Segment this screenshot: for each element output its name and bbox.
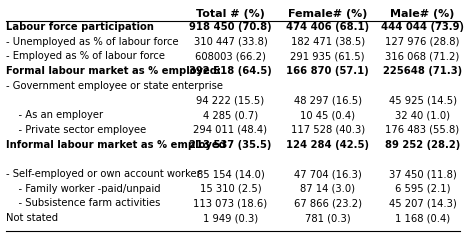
Text: 32 40 (1.0): 32 40 (1.0) [395,110,450,120]
Text: 781 (0.3): 781 (0.3) [305,213,350,223]
Text: - Private sector employee: - Private sector employee [6,125,146,135]
Text: 166 870 (57.1): 166 870 (57.1) [286,66,369,76]
Text: 225648 (71.3): 225648 (71.3) [383,66,462,76]
Text: 6 595 (2.1): 6 595 (2.1) [395,184,450,194]
Text: 444 044 (73.9): 444 044 (73.9) [381,22,464,32]
Text: - Subsistence farm activities: - Subsistence farm activities [6,198,160,208]
Text: Female# (%): Female# (%) [288,9,367,19]
Text: 117 528 (40.3): 117 528 (40.3) [291,125,365,135]
Text: 310 447 (33.8): 310 447 (33.8) [193,37,267,47]
Text: 45 925 (14.5): 45 925 (14.5) [389,95,456,105]
Text: 94 222 (15.5): 94 222 (15.5) [196,95,264,105]
Text: 213 537 (35.5): 213 537 (35.5) [189,140,272,150]
Text: - Family worker -paid/unpaid: - Family worker -paid/unpaid [6,184,161,194]
Text: 113 073 (18.6): 113 073 (18.6) [193,198,267,208]
Text: Formal labour market as % employed:: Formal labour market as % employed: [6,66,221,76]
Text: Informal labour market as % employed: Informal labour market as % employed [6,140,226,150]
Text: - As an employer: - As an employer [6,110,103,120]
Text: 85 154 (14.0): 85 154 (14.0) [197,169,264,179]
Text: 291 935 (61.5): 291 935 (61.5) [291,51,365,61]
Text: - Unemployed as % of labour force: - Unemployed as % of labour force [6,37,179,47]
Text: 10 45 (0.4): 10 45 (0.4) [300,110,355,120]
Text: 89 252 (28.2): 89 252 (28.2) [385,140,460,150]
Text: 45 207 (14.3): 45 207 (14.3) [389,198,456,208]
Text: 294 011 (48.4): 294 011 (48.4) [193,125,267,135]
Text: 392 518 (64.5): 392 518 (64.5) [189,66,272,76]
Text: Not stated: Not stated [6,213,58,223]
Text: Labour force participation: Labour force participation [6,22,154,32]
Text: 15 310 (2.5): 15 310 (2.5) [200,184,261,194]
Text: 67 866 (23.2): 67 866 (23.2) [294,198,362,208]
Text: Total # (%): Total # (%) [196,9,265,19]
Text: 608003 (66.2): 608003 (66.2) [195,51,266,61]
Text: 182 471 (38.5): 182 471 (38.5) [291,37,365,47]
Text: - Employed as % of labour force: - Employed as % of labour force [6,51,165,61]
Text: 37 450 (11.8): 37 450 (11.8) [389,169,456,179]
Text: 316 068 (71.2): 316 068 (71.2) [385,51,460,61]
Text: 124 284 (42.5): 124 284 (42.5) [286,140,369,150]
Text: 127 976 (28.8): 127 976 (28.8) [385,37,460,47]
Text: - Self-employed or own account worker: - Self-employed or own account worker [6,169,201,179]
Text: 48 297 (16.5): 48 297 (16.5) [294,95,362,105]
Text: 1 949 (0.3): 1 949 (0.3) [203,213,258,223]
Text: Male# (%): Male# (%) [390,9,455,19]
Text: 4 285 (0.7): 4 285 (0.7) [203,110,258,120]
Text: - Government employee or state enterprise: - Government employee or state enterpris… [6,81,223,91]
Text: 47 704 (16.3): 47 704 (16.3) [294,169,362,179]
Text: 474 406 (68.1): 474 406 (68.1) [286,22,369,32]
Text: 1 168 (0.4): 1 168 (0.4) [395,213,450,223]
Text: 87 14 (3.0): 87 14 (3.0) [300,184,355,194]
Text: 918 450 (70.8): 918 450 (70.8) [189,22,272,32]
Text: 176 483 (55.8): 176 483 (55.8) [385,125,460,135]
